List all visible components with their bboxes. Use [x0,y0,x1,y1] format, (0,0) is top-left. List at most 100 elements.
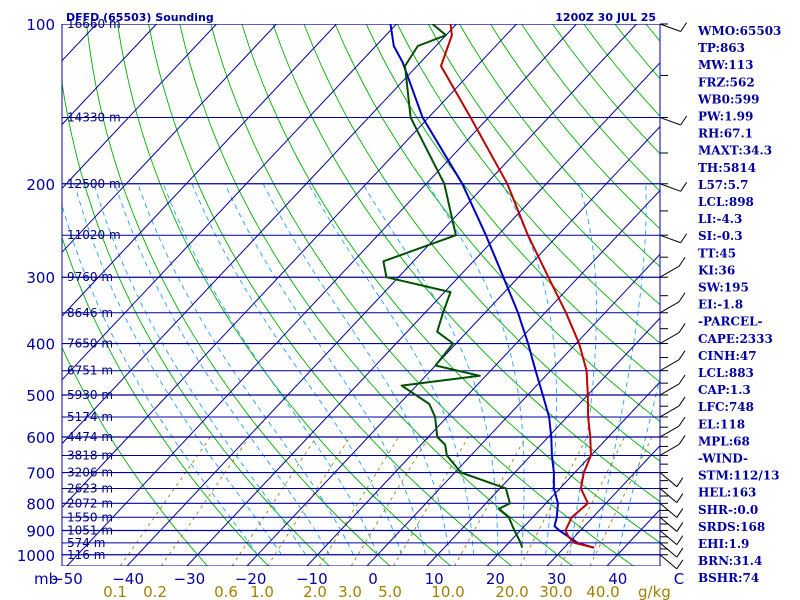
index-item: SW:195 [698,281,749,295]
index-item: PW:1.99 [698,110,753,124]
index-item: LCL:883 [698,366,754,380]
dry-adiabat [334,24,660,422]
isotherm [186,62,660,566]
height-label: 7650 m [67,337,113,351]
wind-barb [659,183,681,192]
pressure-tick-label: 100 [26,16,55,34]
height-label: 2072 m [67,496,113,510]
height-label: 16660 m [67,17,121,31]
index-item: EL:118 [698,417,745,431]
mixing-ratio-unit: g/kg [638,583,671,600]
mixing-ratio-label: 10.0 [431,583,464,600]
wind-barb [659,530,678,545]
pressure-tick-label: 200 [26,176,55,194]
pressure-tick-label: 600 [26,429,55,447]
dry-adiabat [427,24,660,306]
dry-adiabat [365,24,660,383]
temperature-tick-label: −40 [112,570,144,588]
wind-barb [659,444,680,456]
isotherm [546,445,660,566]
index-item: TT:45 [698,246,736,260]
wind-barb [659,383,680,396]
height-label: 14330 m [67,110,121,124]
temperature-tick-label: −10 [296,570,328,588]
wind-barb-flag [678,374,686,385]
temperature-tick-label: −20 [235,570,267,588]
index-item: TH:5814 [698,161,756,175]
isotherm [366,253,660,566]
grid-layer [62,24,660,566]
wind-barb [659,23,681,32]
wind-barb-flag [676,522,684,532]
temperature-tick-label: 20 [486,570,505,588]
isotherm [62,24,397,381]
isotherm [62,24,457,445]
mixing-ratio-label: 3.0 [338,583,362,600]
dry-adiabat [62,236,269,566]
dewpoint-line [382,24,524,548]
plot-background [62,24,660,566]
index-item: HEL:163 [698,486,756,500]
index-item: CAP:1.3 [698,383,751,397]
index-item: SI:-0.3 [698,229,743,243]
index-item: KI:36 [698,263,735,277]
wind-barb [659,502,678,518]
pressure-tick-label: 400 [26,336,55,354]
temperature-tick-label: −30 [174,570,206,588]
index-item: SHR-:0.0 [698,503,758,517]
isotherm [306,189,660,566]
dry-adiabat [62,346,208,566]
temperature-tick-label: C [674,570,684,588]
wind-barb-flag [680,182,688,192]
wind-barb-flag [676,535,684,545]
height-label: 1051 m [67,523,113,537]
height-label: 574 m [67,536,105,550]
index-item: -WIND- [698,452,748,466]
isotherm [66,24,577,566]
dry-adiabat [396,24,660,344]
wind-barb [659,488,678,503]
height-label: 1550 m [67,510,113,524]
wind-barb [659,359,680,372]
wind-barb-flag [678,416,686,427]
mixing-ratio-line [318,436,399,566]
index-item: LI:-4.3 [698,212,742,226]
wind-barb-flag [678,350,686,360]
wind-barb-flag [676,559,684,570]
mixing-ratio-label: 30.0 [539,583,572,600]
wind-barb [659,542,678,558]
index-item: SRDS:168 [698,520,765,534]
wind-barb-flag [678,435,686,445]
index-item: LFC:748 [698,400,754,414]
index-item: MPL:68 [698,434,750,448]
wind-barb-flag [676,477,684,487]
profile-layer [382,24,595,549]
wind-barb [659,116,681,126]
height-label: 8646 m [67,306,113,320]
moist-adiabat [114,183,330,556]
height-label: 5930 m [67,388,113,402]
pressure-tick-label: 700 [26,465,55,483]
index-item: CAPE:2333 [698,332,773,346]
wind-barb-flag [678,256,686,267]
isotherm [62,24,337,317]
temperature-tick-label: 30 [547,570,566,588]
temperature-tick-label: 0 [368,570,378,588]
dry-adiabat [459,24,660,268]
height-label: 4474 m [67,430,113,444]
index-item: EI:-1.8 [698,298,743,312]
index-item: EHI:1.9 [698,537,749,551]
indices-panel: WMO:65503 TP:863 MW:113 FRZ:562 WB0:599 PW:1.… [697,24,781,585]
height-label: 3818 m [67,448,113,462]
height-label: 6751 m [67,364,113,378]
index-item: WMO:65503 [697,24,781,38]
mixing-ratio-line [160,436,250,566]
mixing-ratio-line [560,436,625,566]
wind-barb [659,332,680,344]
pressure-tick-label: 300 [26,269,55,287]
moist-adiabat [262,183,451,555]
wind-barb-flag [678,292,686,303]
height-label: 2623 m [67,481,113,495]
isotherm [126,24,637,566]
